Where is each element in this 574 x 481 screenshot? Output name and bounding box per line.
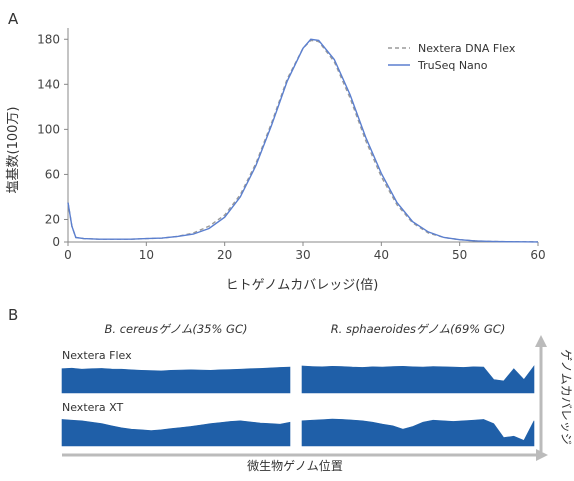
series-line-1 [67,38,539,243]
axis-arrows [62,335,548,461]
panel-a-x-axis-title: ヒトゲノムカバレッジ(倍) [226,278,379,293]
y-tick-label: 100 [37,122,60,136]
y-tick-label: 140 [37,77,60,91]
genome-title-1: R. sphaeroidesゲノム(69% GC) [331,322,506,336]
x-tick-label: 30 [295,248,310,262]
legend-label-0: Nextera DNA Flex [418,42,516,55]
coverage-track-0-0 [61,366,291,394]
legend-label-1: TruSeq Nano [417,59,488,72]
legend: Nextera DNA Flex TruSeq Nano [388,42,516,72]
track-label-0: Nextera Flex [62,349,132,362]
y-tick-label: 60 [45,167,60,181]
y-arrow-head [535,335,547,347]
x-tick-label: 10 [139,248,154,262]
genome-title-0: B. cereusゲノム(35% GC) [105,322,248,336]
y-tick-label: 180 [37,32,60,46]
y-tick-label: 0 [52,235,60,249]
panel-b-letter: B [8,306,18,324]
coverage-track-1-0 [61,419,291,447]
x-arrow-head [536,449,548,461]
y-tick-label: 20 [45,212,60,226]
x-tick-label: 20 [217,248,232,262]
panel-a-letter: A [8,10,19,28]
track-label-1: Nextera XT [62,401,123,414]
x-tick-label: 40 [374,248,389,262]
coverage-track-0-1 [301,365,535,394]
panel-b-x-axis-title: 微生物ゲノム位置 [247,458,343,473]
x-tick-label: 60 [530,248,545,262]
panel-b-y-axis-title: ゲノムカバレッジ [559,349,573,445]
x-tick-label: 50 [452,248,467,262]
microbial-coverage-panel: B. cereusゲノム(35% GC) R. sphaeroidesゲノム(69… [61,322,573,473]
x-tick-label: 0 [64,248,72,262]
panel-a-y-axis-title: 塩基数(100万) [6,107,21,194]
coverage-track-1-1 [301,418,535,447]
coverage-distribution-chart: 塩基数(100万) ヒトゲノムカバレッジ(倍) 0 20 60 100 140 180 0 1… [6,28,546,293]
